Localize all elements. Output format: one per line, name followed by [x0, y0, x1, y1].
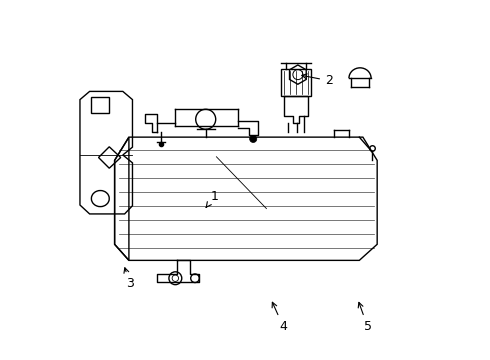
Text: 1: 1	[206, 190, 219, 207]
Text: 3: 3	[124, 268, 134, 290]
Text: 2: 2	[302, 74, 333, 87]
Circle shape	[249, 135, 257, 143]
Text: 4: 4	[272, 302, 287, 333]
Text: 5: 5	[358, 302, 371, 333]
